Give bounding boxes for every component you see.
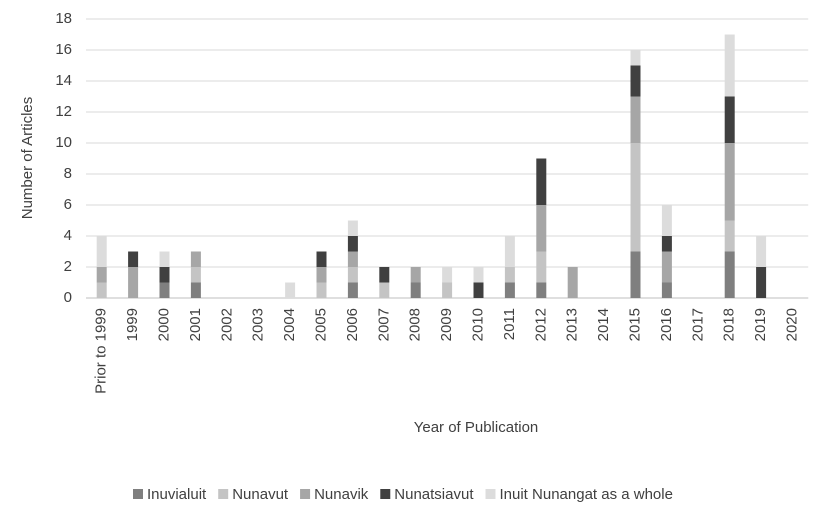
- legend-swatch: [133, 489, 143, 499]
- bar-segment: [661, 251, 672, 283]
- bar-segment: [159, 282, 170, 298]
- x-tick-label: 2015: [626, 308, 643, 341]
- legend-swatch: [485, 489, 496, 499]
- bar-segment: [504, 282, 515, 298]
- legend-label: Inuvialuit: [147, 486, 207, 503]
- bar-segment: [442, 282, 453, 298]
- legend-label: Inuit Nunangat as a whole: [500, 486, 673, 503]
- bar-segment: [96, 282, 107, 298]
- bar-segment: [473, 267, 484, 283]
- bar-segment: [567, 267, 578, 298]
- bar-segment: [285, 282, 296, 298]
- bar-segment: [661, 282, 672, 298]
- x-tick-label: 2012: [532, 308, 549, 341]
- bar-segment: [347, 251, 358, 267]
- bar-segment: [504, 267, 515, 283]
- bar-segment: [724, 96, 735, 143]
- bar-segment: [316, 251, 327, 267]
- bar-segment: [536, 251, 547, 283]
- bar-segment: [410, 267, 421, 283]
- bar-segment: [410, 282, 421, 298]
- x-tick-label: 2001: [187, 308, 204, 341]
- bar-segment: [316, 282, 327, 298]
- bar-segment: [190, 282, 201, 298]
- x-tick-label: 2020: [783, 308, 800, 341]
- x-tick-label: 2018: [721, 308, 738, 341]
- y-tick-label: 8: [64, 165, 72, 182]
- x-tick-label: 2011: [501, 308, 518, 340]
- bar-segment: [630, 251, 641, 298]
- x-tick-label: 2004: [281, 308, 298, 341]
- x-axis-title: Year of Publication: [414, 419, 539, 436]
- x-tick-label: 2014: [595, 308, 612, 341]
- bar-segment: [630, 50, 641, 66]
- bar-segment: [661, 236, 672, 252]
- x-tick-label: 2009: [438, 308, 455, 341]
- legend-swatch: [300, 489, 311, 499]
- bar-segment: [724, 34, 735, 97]
- legend-label: Nunavik: [314, 486, 369, 503]
- x-tick-label: 2019: [752, 308, 769, 341]
- x-tick-label: Prior to 1999: [93, 308, 110, 394]
- bar-segment: [128, 251, 139, 267]
- y-tick-label: 4: [64, 227, 72, 244]
- x-tick-label: 2006: [344, 308, 361, 341]
- y-tick-label: 10: [55, 134, 72, 151]
- bar-segment: [630, 143, 641, 252]
- bar-segment: [473, 282, 484, 298]
- bar-segment: [379, 267, 390, 283]
- x-tick-label: 2017: [689, 308, 706, 341]
- x-tick-label: 2005: [312, 308, 329, 341]
- legend-label: Nunavut: [232, 486, 289, 503]
- bar-segment: [724, 220, 735, 252]
- bar-segment: [630, 96, 641, 143]
- bar-segment: [316, 267, 327, 283]
- bar-segment: [347, 236, 358, 252]
- x-tick-label: 1999: [124, 308, 141, 341]
- bar-segment: [347, 282, 358, 298]
- y-tick-label: 6: [64, 196, 72, 213]
- bar-segment: [661, 205, 672, 236]
- x-tick-label: 2008: [407, 308, 424, 341]
- x-tick-label: 2003: [250, 308, 267, 341]
- bar-segment: [190, 251, 201, 267]
- y-tick-label: 14: [55, 72, 72, 89]
- bar-segment: [630, 65, 641, 97]
- y-tick-label: 12: [55, 103, 72, 120]
- bar-segment: [159, 267, 170, 283]
- bar-segment: [724, 143, 735, 221]
- bar-segment: [536, 282, 547, 298]
- bar-segment: [190, 267, 201, 283]
- bar-segment: [96, 236, 107, 267]
- y-axis-title: Number of Articles: [19, 97, 36, 220]
- bar-segment: [379, 282, 390, 298]
- bar-segment: [159, 251, 170, 267]
- bar-segment: [128, 267, 139, 298]
- bar-segment: [442, 267, 453, 283]
- bar-segment: [504, 236, 515, 267]
- bar-segment: [756, 236, 767, 267]
- x-tick-label: 2002: [218, 308, 235, 341]
- x-tick-label: 2016: [658, 308, 675, 341]
- bar-segment: [756, 267, 767, 298]
- legend-swatch: [218, 489, 229, 499]
- y-tick-label: 18: [55, 10, 72, 27]
- bar-segment: [347, 267, 358, 283]
- x-tick-label: 2007: [375, 308, 392, 341]
- x-tick-label: 2013: [564, 308, 581, 341]
- x-tick-label: 2010: [469, 308, 486, 341]
- y-tick-label: 16: [55, 41, 72, 58]
- bar-segment: [536, 158, 547, 205]
- y-tick-label: 0: [64, 289, 72, 306]
- legend-label: Nunatsiavut: [394, 486, 474, 503]
- bar-segment: [96, 267, 107, 283]
- x-tick-label: 2000: [155, 308, 172, 341]
- bar-segment: [347, 220, 358, 236]
- bar-segment: [724, 251, 735, 298]
- bar-segment: [536, 205, 547, 252]
- y-tick-label: 2: [64, 258, 72, 275]
- legend-swatch: [380, 489, 391, 499]
